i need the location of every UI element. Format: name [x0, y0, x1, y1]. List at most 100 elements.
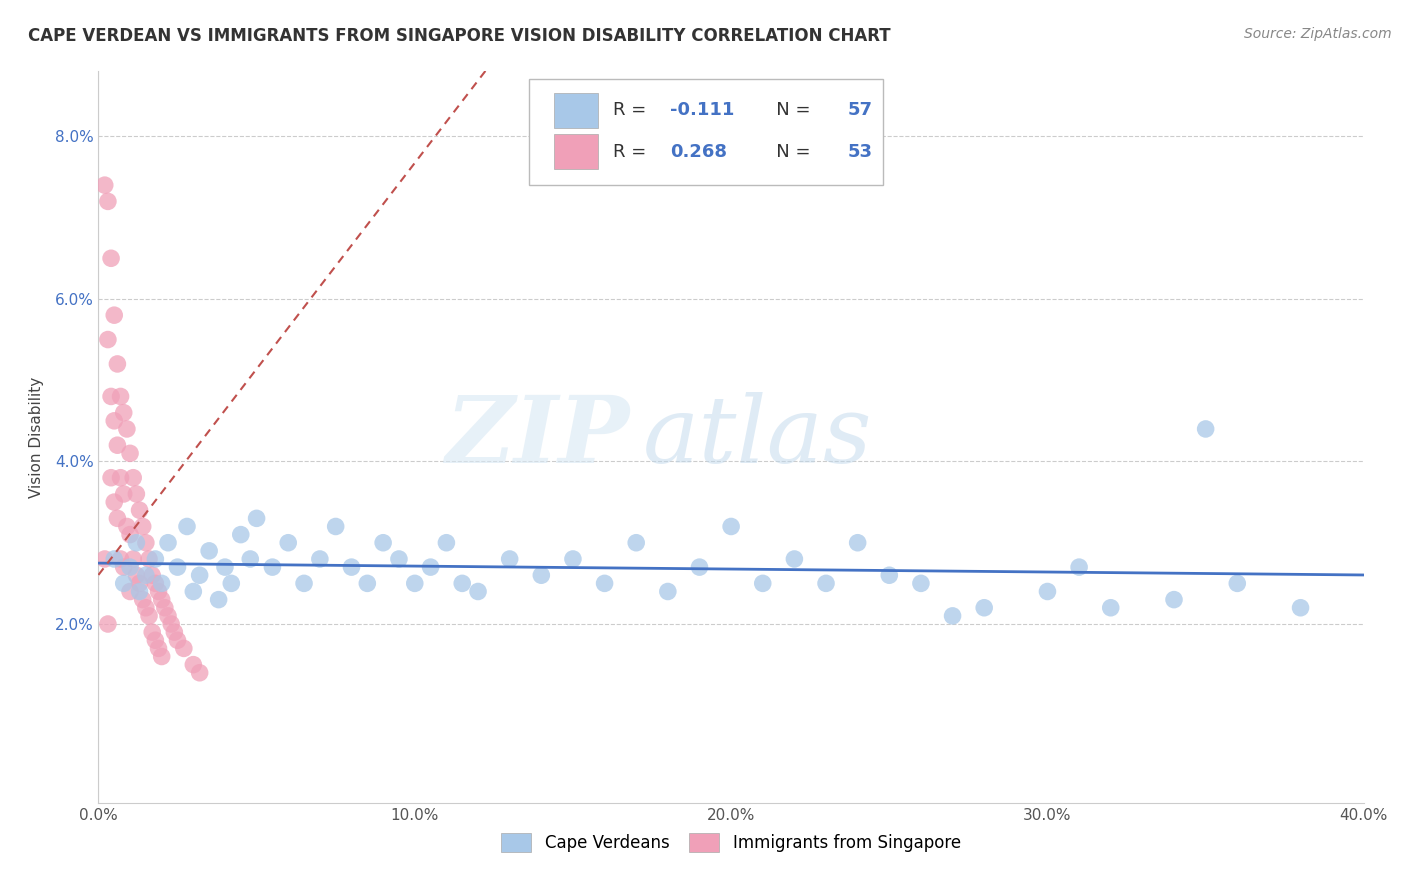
- Point: [910, 576, 932, 591]
- Point: [153, 600, 176, 615]
- Point: [103, 495, 125, 509]
- Point: [115, 422, 138, 436]
- Point: [751, 576, 773, 591]
- Point: [120, 446, 141, 460]
- Point: [100, 389, 122, 403]
- Point: [107, 357, 129, 371]
- Point: [125, 535, 148, 549]
- Point: [229, 527, 252, 541]
- Point: [166, 560, 188, 574]
- Point: [128, 503, 150, 517]
- Text: 0.268: 0.268: [671, 143, 727, 161]
- Point: [148, 584, 170, 599]
- Point: [176, 519, 198, 533]
- Point: [846, 535, 869, 549]
- Point: [100, 252, 122, 266]
- Point: [97, 333, 120, 347]
- Point: [103, 414, 125, 428]
- Text: atlas: atlas: [643, 392, 872, 482]
- Point: [325, 519, 347, 533]
- Point: [135, 535, 157, 549]
- Point: [157, 535, 180, 549]
- Point: [188, 665, 211, 680]
- Text: ZIP: ZIP: [446, 392, 630, 482]
- Point: [120, 584, 141, 599]
- Point: [720, 519, 742, 533]
- Point: [498, 552, 520, 566]
- Point: [973, 600, 995, 615]
- Point: [132, 519, 155, 533]
- Point: [388, 552, 411, 566]
- Text: 53: 53: [848, 143, 873, 161]
- Point: [150, 649, 173, 664]
- FancyBboxPatch shape: [529, 78, 883, 185]
- Point: [219, 576, 243, 591]
- Y-axis label: Vision Disability: Vision Disability: [28, 376, 44, 498]
- Point: [530, 568, 553, 582]
- Point: [145, 576, 166, 591]
- Point: [239, 552, 262, 566]
- Point: [112, 560, 135, 574]
- Point: [120, 527, 141, 541]
- Point: [112, 406, 135, 420]
- Point: [110, 552, 132, 566]
- Point: [110, 471, 132, 485]
- Point: [128, 584, 150, 599]
- Point: [125, 487, 148, 501]
- Point: [624, 535, 647, 549]
- Point: [1067, 560, 1090, 574]
- Point: [115, 519, 138, 533]
- Point: [145, 633, 166, 648]
- Point: [183, 584, 205, 599]
- Point: [103, 552, 125, 566]
- Point: [148, 641, 170, 656]
- Point: [419, 560, 441, 574]
- Point: [198, 544, 221, 558]
- FancyBboxPatch shape: [554, 93, 599, 128]
- Point: [942, 608, 965, 623]
- Point: [125, 568, 148, 582]
- Text: 57: 57: [848, 101, 873, 120]
- Point: [404, 576, 426, 591]
- Point: [122, 471, 145, 485]
- Point: [208, 592, 231, 607]
- Point: [141, 625, 163, 640]
- Text: R =: R =: [613, 143, 652, 161]
- Point: [150, 576, 173, 591]
- Point: [1036, 584, 1059, 599]
- Point: [657, 584, 679, 599]
- Point: [188, 568, 211, 582]
- Point: [246, 511, 269, 525]
- Text: N =: N =: [759, 143, 817, 161]
- Point: [97, 617, 120, 632]
- Point: [128, 576, 150, 591]
- Point: [138, 552, 160, 566]
- Point: [451, 576, 474, 591]
- Point: [135, 600, 157, 615]
- Point: [356, 576, 378, 591]
- Text: Source: ZipAtlas.com: Source: ZipAtlas.com: [1244, 27, 1392, 41]
- Text: -0.111: -0.111: [671, 101, 735, 120]
- Point: [122, 552, 145, 566]
- Point: [309, 552, 332, 566]
- Point: [173, 641, 195, 656]
- Point: [783, 552, 806, 566]
- Point: [138, 608, 160, 623]
- Point: [1099, 600, 1122, 615]
- Point: [110, 389, 132, 403]
- Point: [183, 657, 205, 672]
- Point: [371, 535, 394, 549]
- Text: R =: R =: [613, 101, 652, 120]
- Point: [814, 576, 837, 591]
- Point: [107, 511, 129, 525]
- Point: [103, 308, 125, 322]
- Point: [157, 608, 180, 623]
- Text: CAPE VERDEAN VS IMMIGRANTS FROM SINGAPORE VISION DISABILITY CORRELATION CHART: CAPE VERDEAN VS IMMIGRANTS FROM SINGAPOR…: [28, 27, 891, 45]
- Point: [150, 592, 173, 607]
- Point: [214, 560, 236, 574]
- Point: [436, 535, 458, 549]
- Point: [1226, 576, 1249, 591]
- Point: [593, 576, 616, 591]
- Point: [120, 560, 141, 574]
- FancyBboxPatch shape: [554, 135, 599, 169]
